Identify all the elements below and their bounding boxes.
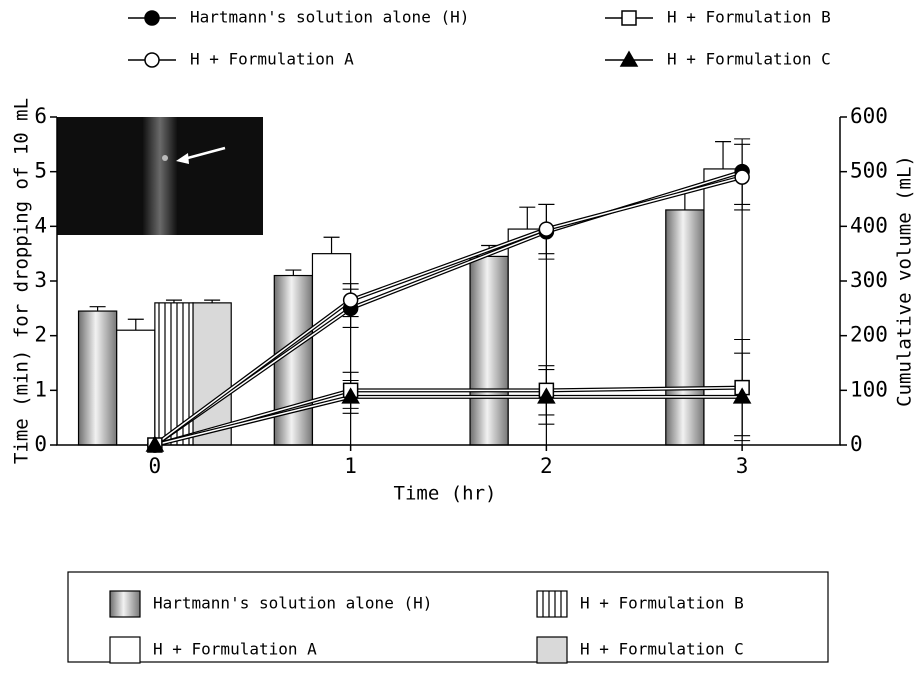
- bar: [469, 255, 509, 446]
- line-marker: [342, 292, 359, 308]
- line-marker: [732, 387, 752, 404]
- error-bar: [323, 236, 340, 254]
- error-bar: [127, 318, 144, 331]
- legend-label: H + Formulation B: [667, 8, 831, 27]
- line: [154, 176, 743, 446]
- y2-tick-label: 200: [850, 323, 888, 347]
- line: [154, 386, 743, 446]
- legend-swatch: [536, 590, 568, 618]
- legend-label: H + Formulation B: [580, 594, 744, 613]
- line-marker: [734, 169, 750, 185]
- y2-tick-label: 100: [850, 377, 888, 401]
- legend-marker: [144, 10, 160, 26]
- y2-axis-label: Cumulative volume (mL): [894, 155, 916, 407]
- x-tick-label: 3: [736, 454, 749, 478]
- x-axis-label: Time (hr): [394, 483, 497, 505]
- inset-photo: [57, 117, 263, 235]
- x-tick-label: 0: [149, 454, 162, 478]
- error-bar: [165, 299, 182, 303]
- bar: [116, 329, 156, 446]
- y-axis-label: Time (min) for dropping of 10 mL: [11, 98, 33, 464]
- legend-label: Hartmann's solution alone (H): [153, 594, 432, 613]
- y-tick-label: 2: [34, 323, 47, 347]
- bar: [77, 310, 118, 446]
- y2-tick-label: 500: [850, 159, 888, 183]
- line-marker: [538, 221, 555, 237]
- y2-tick-label: 600: [850, 104, 888, 128]
- legend-label: H + Formulation C: [667, 50, 831, 69]
- bar: [192, 302, 232, 446]
- error-bar: [715, 141, 732, 169]
- y-tick-label: 6: [34, 104, 47, 128]
- error-bar: [285, 269, 302, 276]
- y2-tick-label: 0: [850, 432, 863, 456]
- error-bar: [204, 299, 221, 303]
- line-marker: [341, 387, 360, 404]
- legend-label: Hartmann's solution alone (H): [190, 8, 469, 27]
- y2-tick-label: 400: [850, 213, 888, 237]
- legend-swatch: [109, 590, 141, 618]
- line: [154, 396, 743, 446]
- y-tick-label: 0: [34, 432, 47, 456]
- legend-swatch: [536, 636, 568, 664]
- legend-box: [67, 571, 829, 663]
- y-tick-label: 3: [34, 268, 47, 292]
- legend-marker: [619, 50, 639, 67]
- line-marker: [537, 387, 556, 404]
- bar: [665, 209, 705, 446]
- legend-label: H + Formulation A: [190, 50, 354, 69]
- legend-label: H + Formulation C: [580, 640, 744, 659]
- x-tick-label: 2: [540, 454, 553, 478]
- legend-marker: [144, 52, 160, 68]
- y-tick-label: 5: [34, 159, 47, 183]
- bar: [273, 274, 314, 446]
- error-bar: [519, 206, 536, 230]
- error-bar: [89, 306, 106, 312]
- legend-label: H + Formulation A: [153, 640, 317, 659]
- line-marker: [145, 435, 165, 452]
- bar: [507, 228, 547, 446]
- y-tick-label: 1: [34, 377, 47, 401]
- legend-swatch: [109, 636, 141, 664]
- x-tick-label: 1: [344, 454, 357, 478]
- legend-marker: [621, 10, 637, 26]
- y2-tick-label: 300: [850, 268, 888, 292]
- bar: [311, 253, 352, 446]
- y-tick-label: 4: [34, 213, 47, 237]
